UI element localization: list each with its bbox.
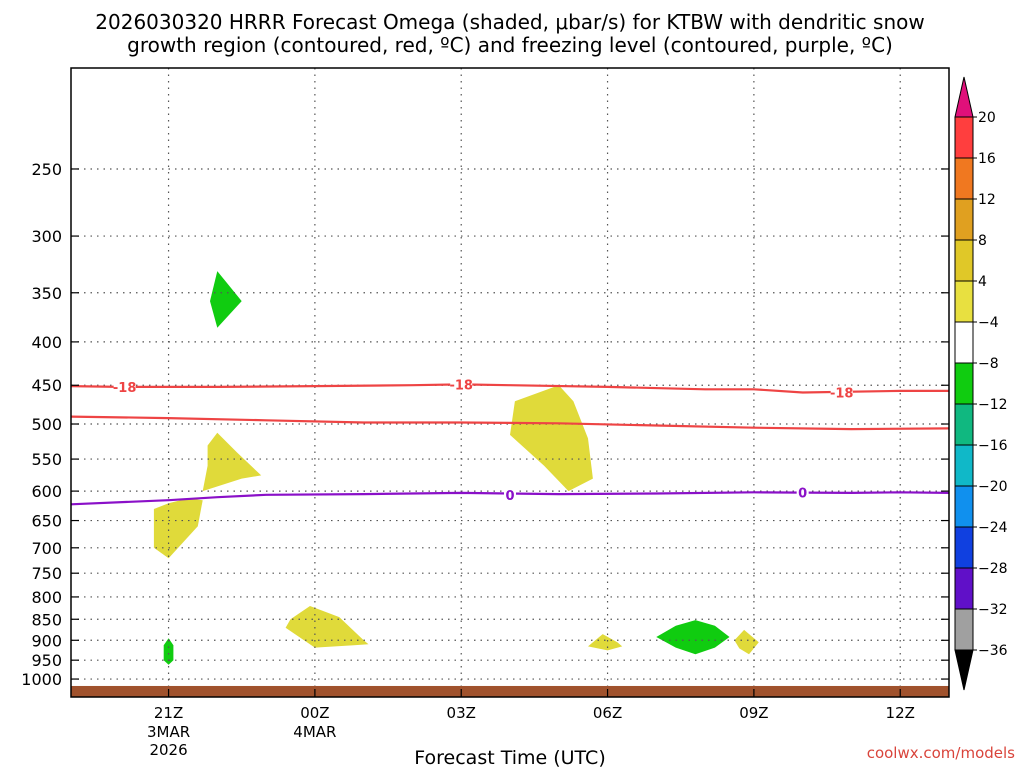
colorbar-label-12: −32 <box>978 602 1008 618</box>
colorbar-segment-5 <box>954 321 974 364</box>
colorbar-label-10: −24 <box>978 520 1008 536</box>
y-tick-label-500: 500 <box>31 415 62 434</box>
colorbar-segment-11 <box>954 567 974 610</box>
y-tick-label-1000: 1000 <box>21 670 62 689</box>
y-tick-label-450: 450 <box>31 376 62 395</box>
colorbar-label-13: −36 <box>978 643 1008 659</box>
omega-shaded-region-8 <box>734 629 759 655</box>
x-tick-label-06Z: 06Z <box>593 704 622 722</box>
y-tick-label-850: 850 <box>31 610 62 629</box>
terrain-bar <box>71 685 949 697</box>
colorbar-segment-last <box>954 608 974 651</box>
contour-line-0 <box>70 383 949 394</box>
contour-label-0-0: -18 <box>113 381 137 396</box>
contour-label-bg <box>113 379 136 394</box>
colorbar-segment-6 <box>954 362 974 405</box>
y-tick-label-250: 250 <box>31 160 62 179</box>
colorbar-segment-4 <box>954 280 974 323</box>
credit-text: coolwx.com/models <box>867 744 1015 762</box>
chart-title-line1: 2026030320 HRRR Forecast Omega (shaded, … <box>95 10 924 34</box>
x-tick-label-03Z: 03Z <box>447 704 476 722</box>
y-tick-label-400: 400 <box>31 333 62 352</box>
plot-area: -18 -18 -18 0 0 <box>70 67 950 698</box>
y-tick-label-700: 700 <box>31 539 62 558</box>
omega-shaded-region-1 <box>153 498 203 559</box>
colorbar-segment-1 <box>954 157 974 200</box>
colorbar: 20 16 12 8 4 −4 −8 −12 −16 −20 −24 −28 −32 −36 <box>954 76 1008 691</box>
y-tick-label-650: 650 <box>31 512 62 531</box>
colorbar-label-5: −4 <box>978 315 999 331</box>
y-tick-label-550: 550 <box>31 450 62 469</box>
colorbar-label-4: 4 <box>978 274 987 290</box>
omega-shaded-region-4 <box>285 606 369 648</box>
omega-shaded-region-0 <box>210 271 242 328</box>
contour-label-bg <box>830 385 853 400</box>
colorbar-label-6: −8 <box>978 356 999 372</box>
colorbar-segment-7 <box>954 403 974 446</box>
contour-label-0-2: -18 <box>830 387 854 402</box>
colorbar-segment-0 <box>954 116 974 159</box>
colorbar-label-1: 16 <box>978 151 996 167</box>
x-tick-year-21Z: 2026 <box>149 741 187 759</box>
chart-title-line2: growth region (contoured, red, ºC) and f… <box>127 33 893 57</box>
colorbar-label-2: 12 <box>978 192 996 208</box>
y-tick-label-300: 300 <box>31 227 62 246</box>
y-tick-label-750: 750 <box>31 564 62 583</box>
y-tick-label-600: 600 <box>31 482 62 501</box>
colorbar-bottom-arrow <box>954 649 974 691</box>
x-tick-date-00Z: 4MAR <box>293 723 336 741</box>
contour-label-0-1: -18 <box>449 378 473 393</box>
omega-shaded-region-7 <box>656 620 730 655</box>
colorbar-label-3: 8 <box>978 233 987 249</box>
contour-line-1 <box>70 415 950 431</box>
x-tick-label-00Z: 00Z <box>300 704 329 722</box>
contour-label-2-0: 0 <box>505 489 514 504</box>
colorbar-segment-2 <box>954 198 974 241</box>
colorbar-label-7: −12 <box>978 397 1008 413</box>
omega-shaded-region-5 <box>163 638 174 665</box>
x-tick-label-09Z: 09Z <box>739 704 768 722</box>
colorbar-segment-10 <box>954 526 974 569</box>
contour-label-bg <box>796 485 809 500</box>
plot-frame <box>70 67 950 698</box>
colorbar-segment-3 <box>954 239 974 282</box>
colorbar-top-arrow <box>954 76 974 118</box>
x-tick-label-21Z: 21Z <box>154 704 183 722</box>
plot-background <box>71 68 949 697</box>
x-axis-label: Forecast Time (UTC) <box>414 747 605 768</box>
x-tick-label-12Z: 12Z <box>886 704 915 722</box>
y-tick-label-350: 350 <box>31 284 62 303</box>
contour-label-bg <box>450 377 473 392</box>
y-tick-label-800: 800 <box>31 588 62 607</box>
x-tick-date-21Z: 3MAR <box>147 723 190 741</box>
omega-shaded-region-6 <box>588 634 623 651</box>
contour-label-bg <box>504 487 516 502</box>
colorbar-segment-8 <box>954 444 974 487</box>
colorbar-label-0: 20 <box>978 110 996 126</box>
colorbar-label-8: −16 <box>978 438 1008 454</box>
contour-label-2-1: 0 <box>798 486 807 501</box>
colorbar-label-9: −20 <box>978 479 1008 495</box>
colorbar-label-11: −28 <box>978 561 1008 577</box>
omega-shaded-region-2 <box>202 432 262 492</box>
omega-shaded-region-3 <box>510 385 593 492</box>
y-tick-label-950: 950 <box>31 651 62 670</box>
y-axis: 250 300 350 400 450 500 550 600 650 700 750 800 850 9… <box>21 160 949 689</box>
colorbar-segment-9 <box>954 485 974 528</box>
y-tick-label-900: 900 <box>31 631 62 650</box>
